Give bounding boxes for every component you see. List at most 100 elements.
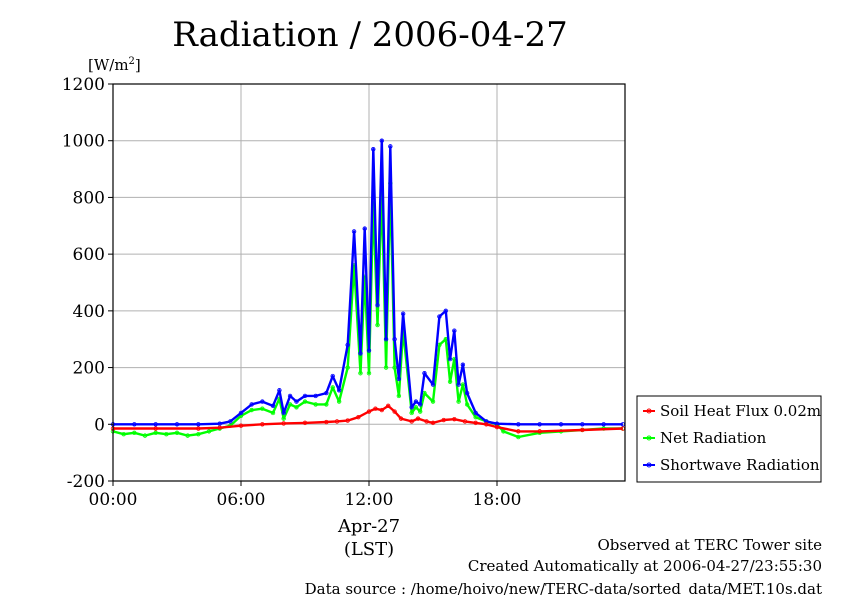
data-point xyxy=(185,433,190,438)
data-point xyxy=(270,403,276,409)
y-axis-unit-label: [W/m2] xyxy=(88,56,141,74)
data-point xyxy=(409,410,414,416)
footer-created: Created Automatically at 2006-04-27/23:5… xyxy=(468,557,822,575)
data-point xyxy=(452,416,457,422)
data-point xyxy=(206,429,212,434)
chart-title: Radiation / 2006-04-27 xyxy=(172,15,568,55)
footer-source: Data source : /home/hoivo/new/TERC-data/… xyxy=(305,580,822,595)
data-point xyxy=(413,405,419,410)
data-point xyxy=(447,379,453,384)
data-point xyxy=(424,419,429,424)
y-tick-label: 800 xyxy=(73,188,105,208)
data-point xyxy=(392,409,397,414)
data-point xyxy=(324,419,329,425)
y-tick-label: 0 xyxy=(94,415,105,435)
data-point xyxy=(375,302,380,308)
y-tick-label: 600 xyxy=(73,245,105,265)
data-point xyxy=(356,414,361,420)
data-point xyxy=(494,424,500,430)
data-point xyxy=(400,311,406,316)
data-point xyxy=(270,410,276,416)
x-tick-label: 00:00 xyxy=(89,490,138,510)
data-point xyxy=(330,373,335,379)
data-point xyxy=(351,229,357,234)
data-point xyxy=(313,402,318,407)
data-point xyxy=(413,399,419,404)
legend-item: Soil Heat Flux 0.02m xyxy=(643,402,821,420)
data-point xyxy=(473,420,478,426)
data-point xyxy=(437,314,442,319)
data-point xyxy=(260,406,265,411)
data-point xyxy=(366,371,372,376)
data-point xyxy=(249,402,254,407)
data-point xyxy=(287,393,293,399)
data-point xyxy=(277,388,282,393)
data-point xyxy=(422,371,427,376)
y-tick-label: -200 xyxy=(67,472,105,492)
data-point xyxy=(249,407,254,413)
data-point xyxy=(396,376,402,382)
data-point xyxy=(441,417,446,423)
data-point xyxy=(281,416,286,421)
data-point xyxy=(383,365,389,370)
data-point xyxy=(601,422,606,427)
legend: Soil Heat Flux 0.02m Net Radiation Shortwa… xyxy=(636,395,822,483)
data-point xyxy=(196,422,201,427)
legend-item: Shortwave Radiation xyxy=(643,456,820,474)
data-point xyxy=(430,382,436,387)
data-point xyxy=(260,422,265,427)
data-point xyxy=(464,402,470,407)
data-point xyxy=(260,399,265,404)
data-point xyxy=(164,432,169,437)
legend-marker xyxy=(646,408,652,414)
data-point xyxy=(336,399,342,404)
data-point xyxy=(336,388,342,393)
y-tick-label: 1200 xyxy=(62,75,105,95)
y-unit-superscript: 2 xyxy=(129,56,135,67)
data-point xyxy=(334,419,340,424)
data-point xyxy=(366,409,372,414)
data-point xyxy=(324,390,329,396)
data-point xyxy=(345,418,350,423)
data-series xyxy=(110,138,626,440)
series-line xyxy=(113,139,623,426)
data-point xyxy=(456,399,461,404)
data-point xyxy=(174,430,180,435)
data-point xyxy=(443,308,448,314)
y-unit-close: ] xyxy=(135,56,141,74)
data-point xyxy=(358,351,363,356)
legend-marker xyxy=(646,435,652,441)
data-point xyxy=(153,426,158,431)
data-point xyxy=(196,426,201,431)
data-point xyxy=(447,356,453,362)
data-point xyxy=(379,138,384,143)
x-axis-timezone-label: (LST) xyxy=(344,539,394,560)
data-point xyxy=(484,422,489,427)
x-tick-label: 12:00 xyxy=(345,490,394,510)
data-point xyxy=(464,390,470,396)
data-point xyxy=(462,419,468,424)
y-tick-label: 1000 xyxy=(62,132,105,152)
data-point xyxy=(473,414,478,420)
data-point xyxy=(580,422,585,427)
data-point xyxy=(409,419,414,424)
data-point xyxy=(460,362,466,367)
data-point xyxy=(580,427,585,433)
x-tick-label: 18:00 xyxy=(473,490,522,510)
data-point xyxy=(324,402,329,407)
data-point xyxy=(121,432,126,437)
data-point xyxy=(302,393,308,399)
data-point xyxy=(371,147,376,152)
data-point xyxy=(132,422,137,427)
data-point xyxy=(345,365,350,370)
data-point xyxy=(196,432,201,437)
legend-marker xyxy=(646,462,652,468)
data-point xyxy=(386,403,391,409)
data-point xyxy=(516,434,521,440)
data-point xyxy=(398,416,404,421)
data-point xyxy=(287,402,293,407)
data-point xyxy=(238,410,244,416)
data-point xyxy=(375,322,380,328)
data-point xyxy=(362,226,367,231)
